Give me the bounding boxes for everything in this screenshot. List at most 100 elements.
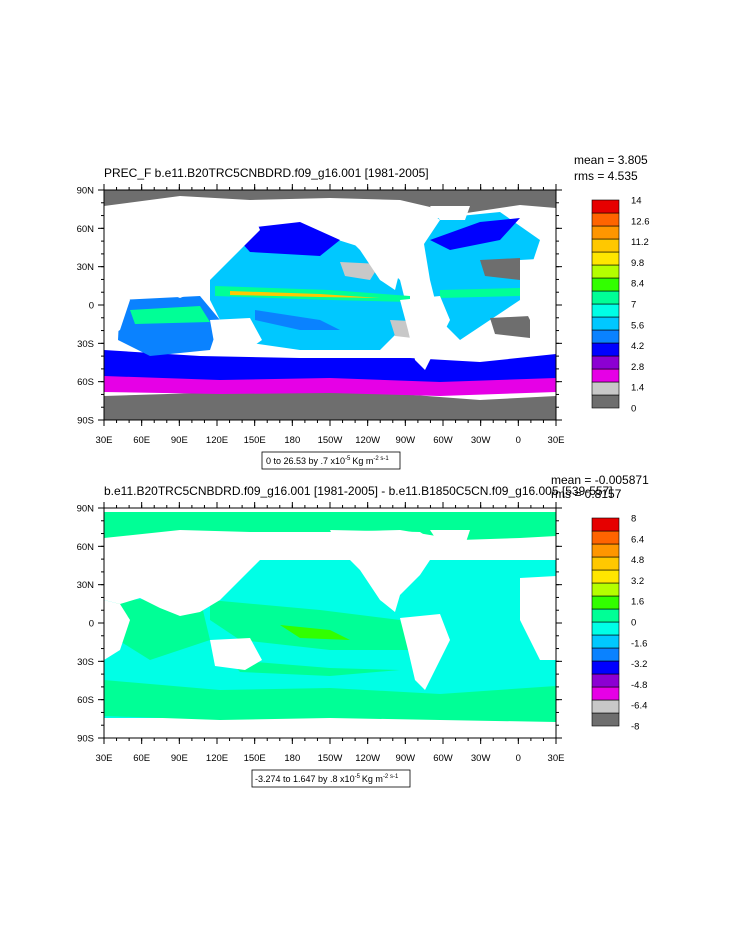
panel-2-eurasia (104, 536, 260, 616)
colorbar-swatch (591, 673, 620, 688)
panel-2-range-units-exp: -2 s-1 (383, 774, 399, 780)
indian-ocean (118, 296, 220, 356)
y-tick-label: 90S (77, 416, 94, 427)
panel-2-africa-west (104, 600, 130, 660)
y-tick-label: 30S (77, 657, 94, 668)
colorbar-label: 5.6 (631, 320, 644, 331)
panel-2-greenland (430, 530, 470, 545)
antarctic-grey (104, 392, 556, 420)
colorbar-label: -8 (631, 722, 639, 733)
y-tick-label: 90N (77, 504, 95, 515)
colorbar-label: 9.8 (631, 258, 644, 269)
y-tick-label: 90N (77, 186, 95, 197)
pacific-itcz-core (230, 291, 380, 298)
panel-2-africa-east (520, 576, 556, 660)
greenland (430, 206, 470, 220)
colorbar-label: 7 (631, 300, 636, 311)
x-tick-label: 30E (96, 435, 113, 446)
panel-2-y-axis: 90N 60N 30N 0 30S 60S 90S (77, 504, 562, 745)
spcz (255, 310, 340, 330)
colorbar-label: 14 (631, 196, 642, 207)
x-tick-label: 150E (244, 435, 266, 446)
colorbar-label: 1.4 (631, 383, 644, 394)
panel-1-range-box: 0 to 26.53 by .7 x10-5 Kg m-2 s-1 (261, 451, 401, 470)
panel-2-colorbar: 8 6.4 4.8 3.2 1.6 0 -1.6 -3.2 -4.8 -6.4 -8 (591, 514, 647, 733)
x-tick-label: 60E (133, 435, 150, 446)
panel-2-range-units: Kg m (362, 774, 383, 784)
y-tick-label: 90S (77, 734, 94, 745)
colorbar-label: 1.6 (631, 597, 644, 608)
svg-text:-3.274 to 1.647 by .8 x10-5Kg: -3.274 to 1.647 by .8 x10-5 Kg m-2 s-1 (255, 774, 399, 784)
colorbar-swatch (591, 394, 620, 409)
colorbar-label: 0 (631, 618, 636, 629)
x-tick-label: 30E (548, 753, 565, 764)
x-tick-label: 60E (133, 753, 150, 764)
colorbar-swatch (591, 381, 620, 396)
x-tick-label: 90W (396, 435, 416, 446)
colorbar-swatch (591, 712, 620, 727)
southern-ocean-blue (104, 350, 556, 382)
north-atlantic (430, 218, 520, 250)
colorbar-label: 4.8 (631, 555, 644, 566)
colorbar-swatch (591, 199, 620, 214)
colorbar-label: 3.2 (631, 576, 644, 587)
colorbar-swatch (591, 556, 620, 571)
x-tick-label: 30E (96, 753, 113, 764)
panel-2-map (104, 508, 556, 738)
y-tick-label: 0 (89, 301, 94, 312)
colorbar-label: 0 (631, 404, 636, 415)
panel-2-rms: rms = 0.8157 (551, 487, 622, 501)
panel-2-australia (210, 638, 262, 670)
x-tick-label: 180 (284, 753, 300, 764)
x-tick-label: 60W (433, 435, 453, 446)
panel-2-north-america (330, 530, 440, 612)
panel-1: PREC_F b.e11.B20TRC5CNBDRD.f09_g16.001 [… (77, 153, 650, 470)
colorbar-label: 2.8 (631, 362, 644, 373)
svg-text:0 to 26.53 by .7 x10-5Kg m-2 s: 0 to 26.53 by .7 x10-5 Kg m-2 s-1 (266, 456, 389, 466)
subtropic-grey-1 (340, 262, 380, 280)
colorbar-label: 6.4 (631, 534, 644, 545)
panel-2-x-axis: 30E 60E 90E 120E 150E 180 150W 120W 90W 60W 30W 0 30… (96, 502, 565, 764)
panel-2-range-frame (251, 769, 411, 788)
x-tick-label: 120W (355, 753, 380, 764)
x-tick-label: 150E (244, 753, 266, 764)
panel-1-title: PREC_F b.e11.B20TRC5CNBDRD.f09_g16.001 [… (104, 166, 429, 180)
eurasia-africa (104, 204, 260, 298)
panel-1-map (104, 190, 556, 420)
colorbar-swatch (591, 316, 620, 331)
panel-2-southern-green (104, 680, 556, 722)
x-tick-label: 120E (206, 753, 228, 764)
colorbar-swatch (591, 225, 620, 240)
colorbar-label: -4.8 (631, 680, 647, 691)
panel-1-y-axis: 90N 60N 30N 0 30S 60S 90S (77, 186, 562, 427)
y-tick-label: 60N (77, 542, 95, 553)
y-tick-label: 60N (77, 224, 95, 235)
x-tick-label: 30E (548, 435, 565, 446)
x-tick-label: 60W (433, 753, 453, 764)
x-tick-label: 30W (471, 435, 491, 446)
colorbar-label: -1.6 (631, 638, 647, 649)
colorbar-swatch (591, 329, 620, 344)
subtropic-grey-4 (490, 316, 530, 338)
south-america (400, 296, 450, 370)
colorbar-swatch (591, 608, 620, 623)
x-tick-label: 90E (171, 435, 188, 446)
colorbar-swatch (591, 355, 620, 370)
x-tick-label: 0 (516, 435, 521, 446)
x-tick-label: 30W (471, 753, 491, 764)
panel-2-pacific-green (210, 600, 410, 650)
panel-2-range-box: -3.274 to 1.647 by .8 x10-5 Kg m-2 s-1 (251, 769, 411, 788)
panel-1-range-exp: -5 (345, 456, 351, 462)
colorbar-swatch (591, 621, 620, 636)
panel-1-colorbar: 14 12.6 11.2 9.8 8.4 7 5.6 4.2 2.8 1.4 0 (591, 196, 650, 415)
atlantic-itcz (440, 288, 520, 298)
y-tick-label: 30N (77, 262, 95, 273)
y-tick-label: 30N (77, 580, 95, 591)
colorbar-label: -3.2 (631, 659, 647, 670)
panel-1-range-frame (261, 451, 401, 470)
colorbar-swatch (591, 647, 620, 662)
colorbar-swatch (591, 264, 620, 279)
colorbar-swatch (591, 595, 620, 610)
panel-2-south-green (230, 660, 400, 676)
